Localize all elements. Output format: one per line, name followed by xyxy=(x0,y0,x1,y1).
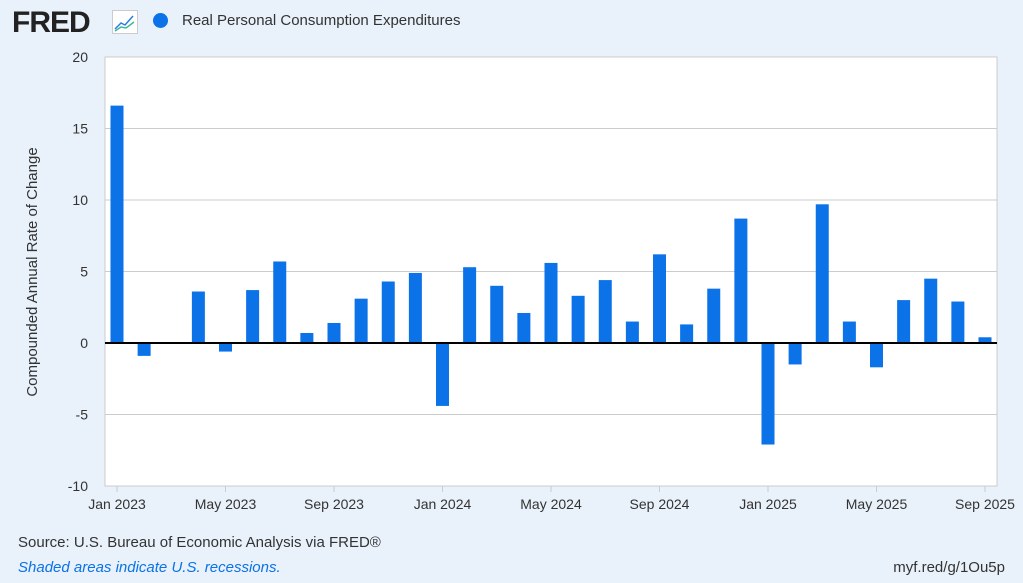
bar-2023-10 xyxy=(354,298,368,343)
x-tick-label: Jan 2023 xyxy=(88,496,146,512)
bar-2023-06 xyxy=(246,290,260,343)
bar-2025-05 xyxy=(870,343,883,368)
bar-2023-05 xyxy=(219,343,232,352)
y-tick-label: 20 xyxy=(72,49,88,65)
bar-2025-04 xyxy=(842,321,856,343)
bar-2023-12 xyxy=(408,272,422,343)
bar-2024-05 xyxy=(544,262,558,343)
bar-2025-08 xyxy=(951,301,965,343)
bar-2023-04 xyxy=(191,291,205,343)
bar-2024-07 xyxy=(598,280,612,343)
y-tick-label: -5 xyxy=(76,407,89,423)
bar-2024-01 xyxy=(436,343,449,406)
x-tick-label: Sep 2024 xyxy=(630,496,690,512)
bar-2023-02 xyxy=(137,343,151,356)
bar-2023-11 xyxy=(381,281,395,343)
fred-logo[interactable]: FRED xyxy=(12,6,91,39)
bar-2025-03 xyxy=(815,204,829,343)
legend-label[interactable]: Real Personal Consumption Expenditures xyxy=(182,12,461,29)
bar-2025-07 xyxy=(924,278,938,343)
x-tick-label: May 2023 xyxy=(195,496,257,512)
bar-2024-12 xyxy=(734,218,748,343)
bar-2024-06 xyxy=(571,295,585,343)
x-tick-label: Sep 2025 xyxy=(955,496,1015,512)
legend-marker xyxy=(153,13,168,28)
bar-2024-09 xyxy=(653,254,666,343)
y-tick-label: 15 xyxy=(72,121,88,137)
bar-2025-09 xyxy=(978,337,992,343)
x-tick-label: Jan 2024 xyxy=(414,496,472,512)
recession-note: Shaded areas indicate U.S. recessions. xyxy=(18,559,281,576)
x-tick-label: Sep 2023 xyxy=(304,496,364,512)
legend: Real Personal Consumption Expenditures xyxy=(153,12,461,29)
bar-2025-01 xyxy=(761,343,775,445)
bar-2023-09 xyxy=(327,322,341,343)
x-tick-label: May 2024 xyxy=(520,496,582,512)
bar-2023-01 xyxy=(110,105,124,344)
bar-2023-08 xyxy=(300,332,314,343)
bar-2024-03 xyxy=(490,285,504,343)
bar-2024-10 xyxy=(680,324,694,343)
source-text: Source: U.S. Bureau of Economic Analysis… xyxy=(18,534,381,551)
bar-2024-11 xyxy=(707,288,721,343)
chart-icon xyxy=(112,10,138,34)
y-tick-label: 0 xyxy=(80,335,88,351)
bar-2025-06 xyxy=(897,300,911,343)
x-tick-label: May 2025 xyxy=(846,496,908,512)
y-tick-label: 10 xyxy=(72,192,88,208)
short-url[interactable]: myf.red/g/1Ou5p xyxy=(893,559,1005,576)
bar-2024-02 xyxy=(463,267,477,343)
y-tick-label: 5 xyxy=(80,264,88,280)
bar-2025-02 xyxy=(788,343,802,365)
bar-2024-08 xyxy=(625,321,639,343)
y-axis-label: Compounded Annual Rate of Change xyxy=(24,147,41,396)
bar-2024-04 xyxy=(517,312,531,343)
y-tick-label: -10 xyxy=(68,478,88,494)
bar-2023-07 xyxy=(273,261,287,343)
x-tick-label: Jan 2025 xyxy=(739,496,797,512)
